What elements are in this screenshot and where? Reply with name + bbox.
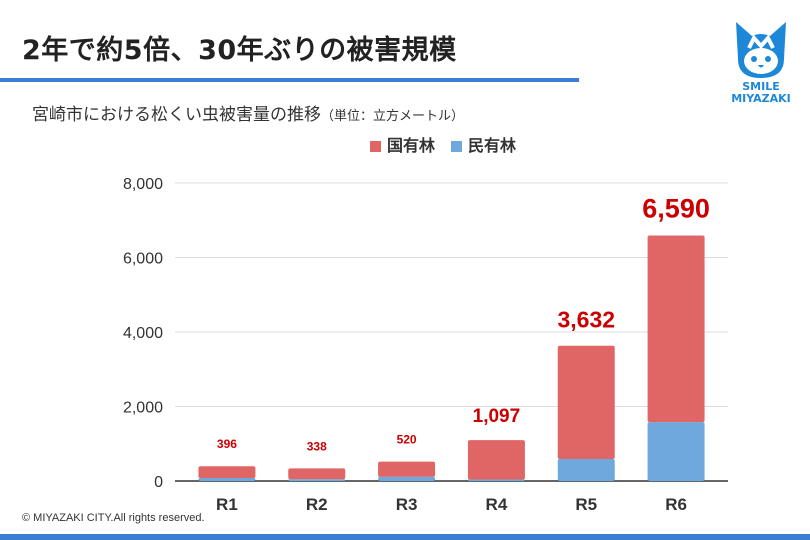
data-label: 3,632	[557, 307, 615, 333]
svg-text:MIYAZAKI: MIYAZAKI	[731, 92, 791, 104]
x-tick-label: R5	[575, 495, 597, 514]
title-underline	[0, 78, 579, 82]
bar-segment	[378, 476, 436, 481]
bottom-bar	[0, 534, 810, 540]
y-tick-label: 2,000	[123, 400, 163, 417]
x-tick-label: R2	[306, 495, 328, 514]
bar-segment	[647, 235, 705, 423]
legend-label: 民有林	[468, 136, 517, 155]
x-tick-label: R1	[216, 495, 238, 514]
legend-swatch	[451, 141, 463, 152]
chart-legend: 国有林 民有林	[370, 132, 516, 156]
data-label: 338	[307, 439, 327, 453]
subtitle-unit: （単位：立方メートル）	[321, 109, 465, 124]
legend-item-minyurin: 民有林	[451, 132, 516, 156]
legend-swatch	[370, 141, 381, 152]
bar-segment	[288, 468, 346, 480]
x-tick-label: R4	[486, 495, 508, 514]
bar-segment	[198, 466, 256, 479]
y-tick-label: 0	[154, 474, 163, 491]
bar-segment	[288, 479, 346, 481]
bar-segment	[467, 440, 525, 480]
bar-segment	[198, 478, 256, 481]
data-label: 396	[217, 437, 237, 451]
svg-text:SMILE: SMILE	[742, 80, 780, 93]
y-tick-label: 8,000	[123, 176, 163, 193]
data-label: 6,590	[642, 194, 710, 224]
bar-segment	[378, 461, 436, 477]
legend-item-kokuyurin: 国有林	[370, 132, 435, 156]
bar-segment	[647, 422, 705, 481]
bar-segment	[557, 459, 615, 481]
x-tick-label: R6	[665, 495, 687, 514]
copyright: © MIYAZAKI CITY.All rights reserved.	[22, 512, 205, 524]
page-title: 2年で約5倍、30年ぶりの被害規模	[22, 35, 457, 66]
y-tick-label: 6,000	[123, 251, 163, 268]
smile-miyazaki-logo: SMILE MIYAZAKI	[731, 22, 791, 104]
bar-segment	[557, 345, 615, 460]
subtitle-main: 宮崎市における松くい虫被害量の推移	[32, 105, 321, 125]
legend-label: 国有林	[387, 136, 436, 155]
bar-segment	[467, 479, 525, 481]
data-label: 520	[397, 433, 417, 447]
y-tick-label: 4,000	[123, 325, 163, 342]
data-label: 1,097	[473, 406, 521, 427]
chart-subtitle: 宮崎市における松くい虫被害量の推移（単位：立方メートル）	[32, 100, 464, 125]
x-tick-label: R3	[396, 495, 418, 514]
